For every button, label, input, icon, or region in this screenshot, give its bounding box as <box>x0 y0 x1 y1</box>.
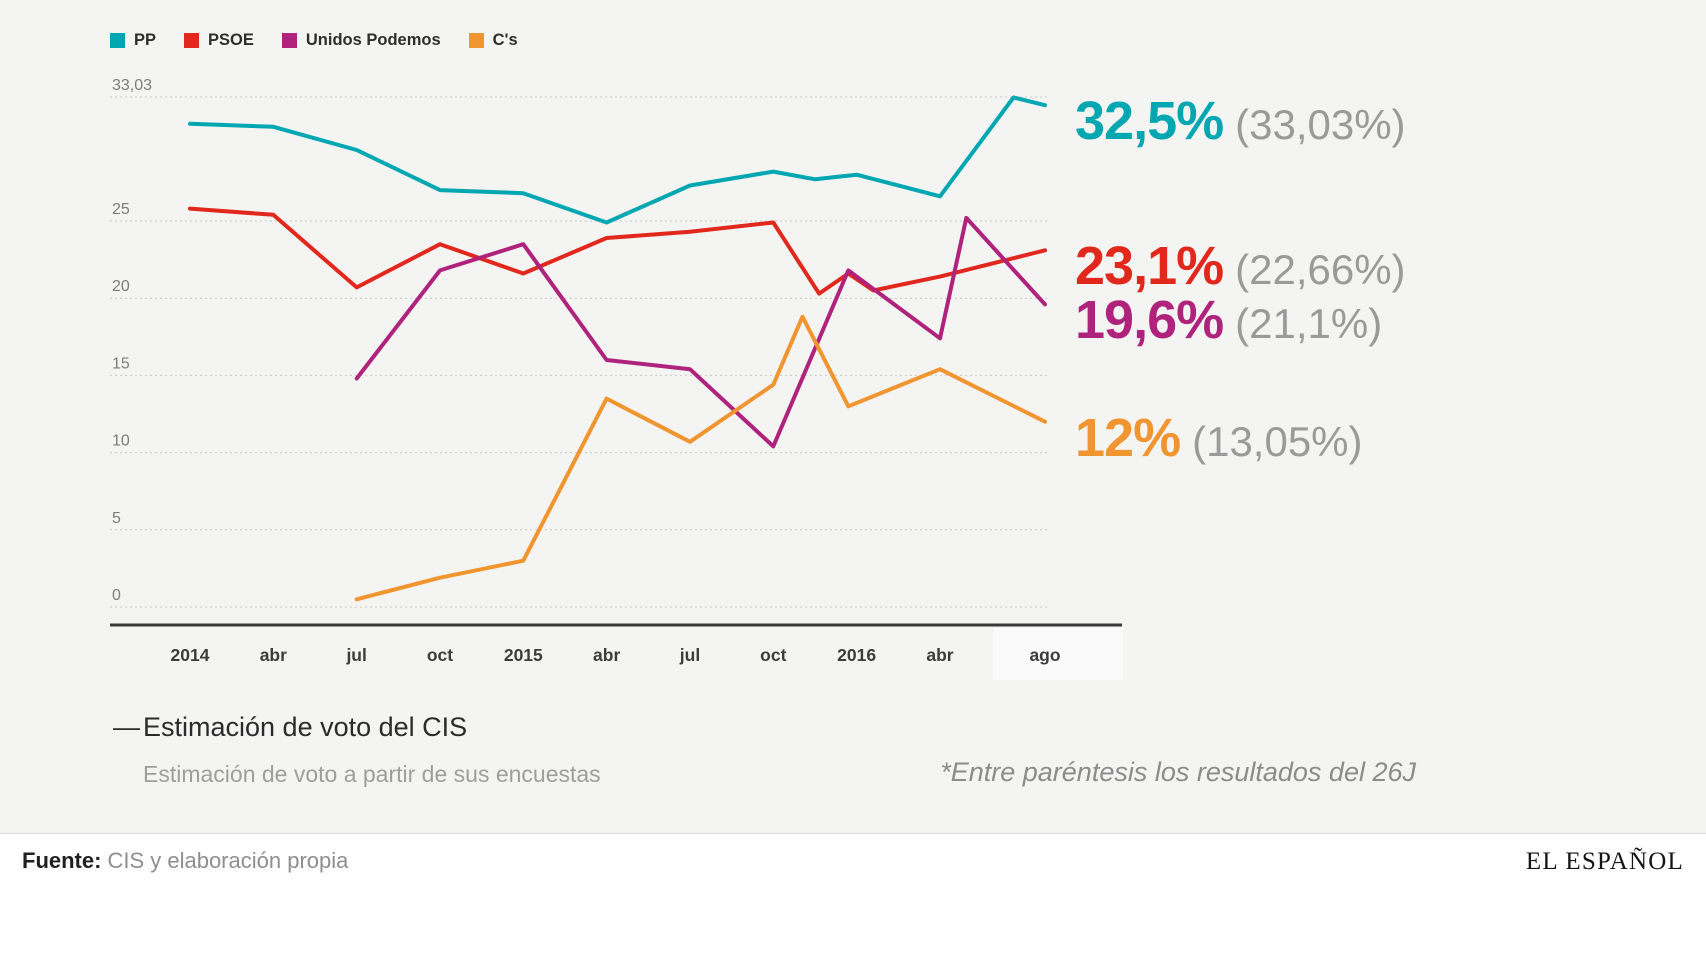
legend-item-unidos-podemos: Unidos Podemos <box>281 31 441 50</box>
legend-label: Unidos Podemos <box>305 31 441 49</box>
x-axis-tick-label: abr <box>593 645 620 665</box>
legend-label: PP <box>134 31 157 49</box>
legend-item-psoe: PSOE <box>184 31 254 50</box>
legend-swatch-icon <box>468 33 484 48</box>
y-axis-tick-label: 15 <box>112 355 130 372</box>
x-axis-tick-label: jul <box>345 645 366 665</box>
legend: PP PSOE Unidos Podemos C's <box>110 31 518 50</box>
x-axis-tick-label: 2014 <box>171 645 210 665</box>
x-axis-tick-label: 2016 <box>837 645 876 665</box>
source-label: Fuente: <box>22 848 102 873</box>
x-axis-tick-label: oct <box>427 645 453 665</box>
x-axis-tick-label: 2015 <box>504 645 543 665</box>
legend-swatch-icon <box>281 33 297 48</box>
y-axis-tick-label: 5 <box>112 510 121 527</box>
legend-label: C's <box>492 31 518 49</box>
series-line-c-s <box>354 314 1047 602</box>
cis-note-text: Estimación de voto del CIS Estimación de… <box>143 712 601 788</box>
y-axis-tick-label: 20 <box>112 278 130 295</box>
y-axis-tick-label: 25 <box>112 201 130 218</box>
source-credit: Fuente: CIS y elaboración propia <box>22 848 348 874</box>
x-axis-tick-label: ago <box>1029 645 1060 665</box>
y-axis-tick-label: 10 <box>112 433 130 450</box>
series-line-pp <box>188 95 1047 225</box>
footer-bar: Fuente: CIS y elaboración propia EL ESPAÑ… <box>0 833 1706 960</box>
series-line-unidos-podemos <box>354 215 1047 449</box>
source-text: CIS y elaboración propia <box>107 848 349 873</box>
legend-item-c-s: C's <box>468 31 518 50</box>
y-axis-tick-label: 0 <box>112 587 121 604</box>
cis-footnote: — Estimación de voto del CIS Estimación … <box>113 712 601 788</box>
cis-note-subtitle: Estimación de voto a partir de sus encue… <box>143 761 601 787</box>
vote-estimation-line-chart: 0 5 10 15 20 25 33,03 2014 abr jul oct 2015 abr jul oc… <box>110 77 1123 680</box>
x-axis-tick-label: abr <box>260 645 287 665</box>
legend-label: PSOE <box>208 31 254 49</box>
legend-swatch-icon <box>184 33 200 48</box>
x-axis-tick-label: abr <box>926 645 953 665</box>
last-column-highlight <box>993 628 1123 680</box>
el-espanol-logo: EL ESPAÑOL <box>1525 848 1684 875</box>
y-axis-tick-label: 33,03 <box>112 77 152 94</box>
cis-note-dash: — <box>113 712 140 742</box>
cis-note-title: Estimación de voto del CIS <box>143 712 468 742</box>
x-axis-tick-label: oct <box>760 645 786 665</box>
legend-item-pp: PP <box>110 31 156 50</box>
legend-swatch-icon <box>110 33 125 48</box>
x-axis-tick-label: jul <box>679 645 700 665</box>
results-parenthesis-note: *Entre paréntesis los resultados del 26J <box>940 757 1416 787</box>
